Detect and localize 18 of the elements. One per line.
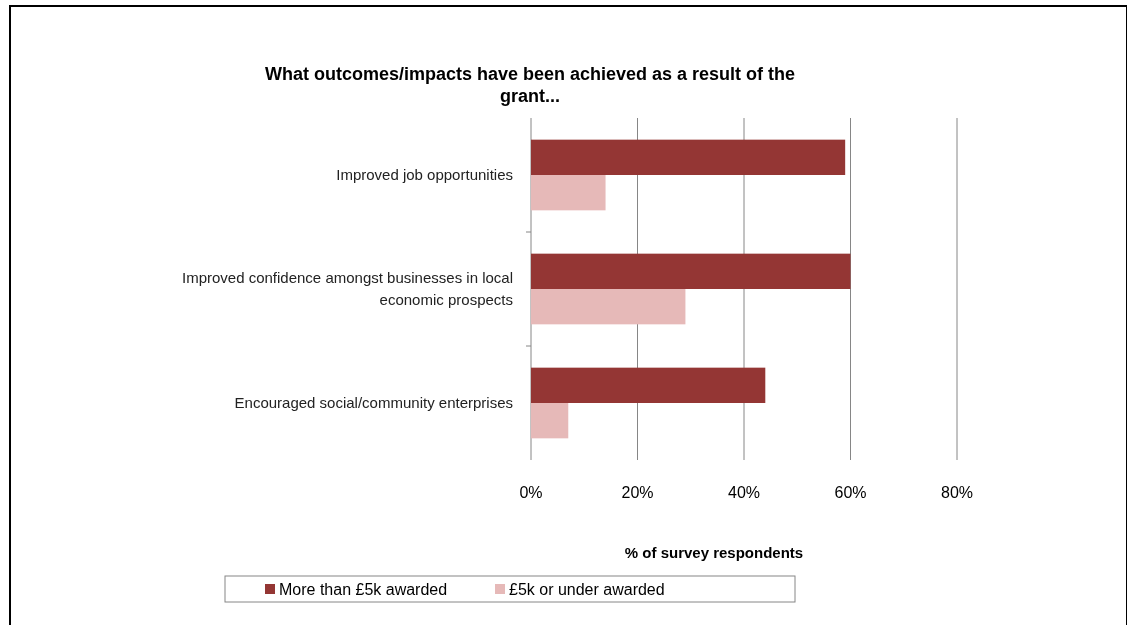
legend-label: More than £5k awarded [279, 581, 448, 598]
bar [531, 139, 846, 175]
bar [531, 253, 851, 289]
x-tick-label: 20% [621, 484, 654, 501]
bar [531, 403, 569, 439]
y-tick-label: Encouraged social/community enterprises [234, 394, 513, 411]
x-tick-label: 0% [519, 484, 543, 501]
chart-title: What outcomes/impacts have been achieved as a result of the grant... [264, 64, 796, 106]
x-tick-label: 40% [727, 484, 761, 501]
x-axis-title: % of survey respondents [624, 544, 804, 561]
bar [531, 289, 686, 325]
bar [531, 367, 766, 403]
y-tick-label: Improved job opportunities [336, 166, 513, 183]
bar [531, 175, 606, 211]
x-tick-label: 60% [834, 484, 867, 501]
x-tick-label: 80% [940, 484, 974, 501]
y-tick-label: Improved confidence amongst businesses in local economic prospects [181, 269, 513, 308]
legend-label: £5k or under awarded [509, 581, 665, 598]
